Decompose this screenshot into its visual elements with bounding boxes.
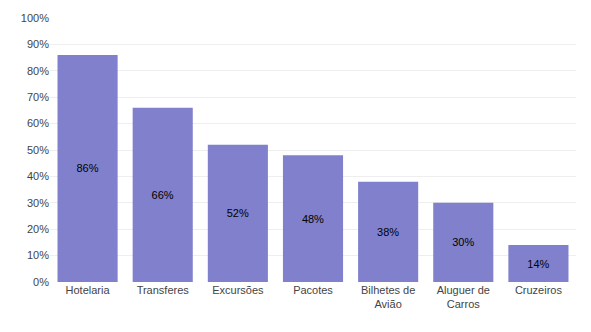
svg-text:20%: 20% [27,223,49,235]
svg-text:66%: 66% [152,189,174,201]
svg-text:30%: 30% [452,236,474,248]
svg-text:100%: 100% [21,12,49,24]
svg-text:Cruzeiros: Cruzeiros [515,284,563,296]
svg-text:90%: 90% [27,38,49,50]
svg-text:38%: 38% [377,226,399,238]
svg-text:60%: 60% [27,117,49,129]
svg-text:86%: 86% [76,162,98,174]
svg-text:Bilhetes deAvião: Bilhetes deAvião [361,284,415,310]
svg-text:14%: 14% [527,258,549,270]
svg-text:80%: 80% [27,65,49,77]
svg-text:Aluguer deCarros: Aluguer deCarros [437,284,490,310]
svg-text:30%: 30% [27,197,49,209]
svg-text:48%: 48% [302,213,324,225]
svg-text:Pacotes: Pacotes [293,284,333,296]
svg-text:50%: 50% [27,144,49,156]
svg-text:70%: 70% [27,91,49,103]
svg-text:40%: 40% [27,170,49,182]
svg-text:52%: 52% [227,207,249,219]
svg-text:10%: 10% [27,249,49,261]
svg-text:Excursões: Excursões [212,284,264,296]
svg-text:Hotelaria: Hotelaria [66,284,111,296]
svg-text:0%: 0% [33,276,49,288]
svg-text:Transferes: Transferes [137,284,190,296]
